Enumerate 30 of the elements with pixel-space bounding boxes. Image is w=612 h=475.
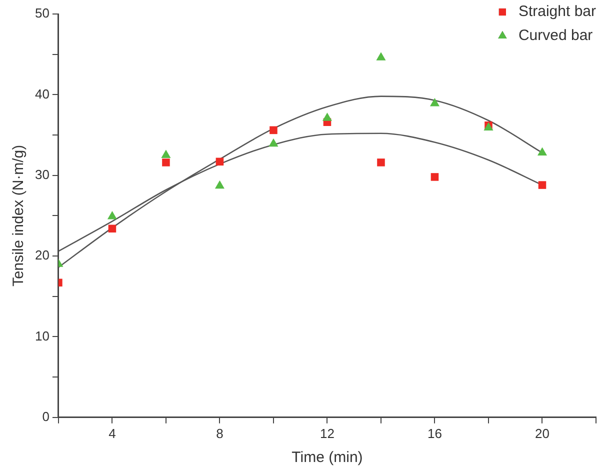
- y-axis-title: Tensile index (N·m/g): [10, 144, 28, 287]
- x-tick-label: 4: [108, 426, 116, 441]
- point: [430, 173, 439, 181]
- y-tick-label: 10: [34, 328, 50, 344]
- point: [376, 52, 386, 60]
- y-tick-label: 50: [34, 6, 50, 21]
- x-tick-label: 8: [216, 426, 224, 441]
- point: [108, 224, 116, 232]
- x-tick-label: 16: [428, 426, 442, 441]
- point: [538, 181, 546, 189]
- point: [214, 180, 224, 189]
- point: [161, 150, 171, 158]
- point: [537, 147, 548, 156]
- point: [216, 158, 224, 166]
- point: [268, 138, 278, 147]
- point: [377, 158, 385, 166]
- y-tick-label: 30: [34, 166, 50, 182]
- point: [162, 158, 170, 166]
- point: [430, 98, 440, 106]
- y-tick-label: 40: [34, 86, 50, 102]
- legend-label: Straight bar: [518, 3, 596, 20]
- x-axis-title: Time (min): [292, 449, 363, 466]
- x-tick-label: 12: [320, 426, 334, 441]
- point: [270, 126, 278, 134]
- y-tick-label: 20: [34, 248, 50, 263]
- x-tick-label: 20: [535, 426, 550, 441]
- y-tick-label: 0: [42, 408, 50, 424]
- legend-label: Curved bar: [518, 27, 593, 44]
- point: [322, 112, 332, 121]
- point: [107, 211, 117, 220]
